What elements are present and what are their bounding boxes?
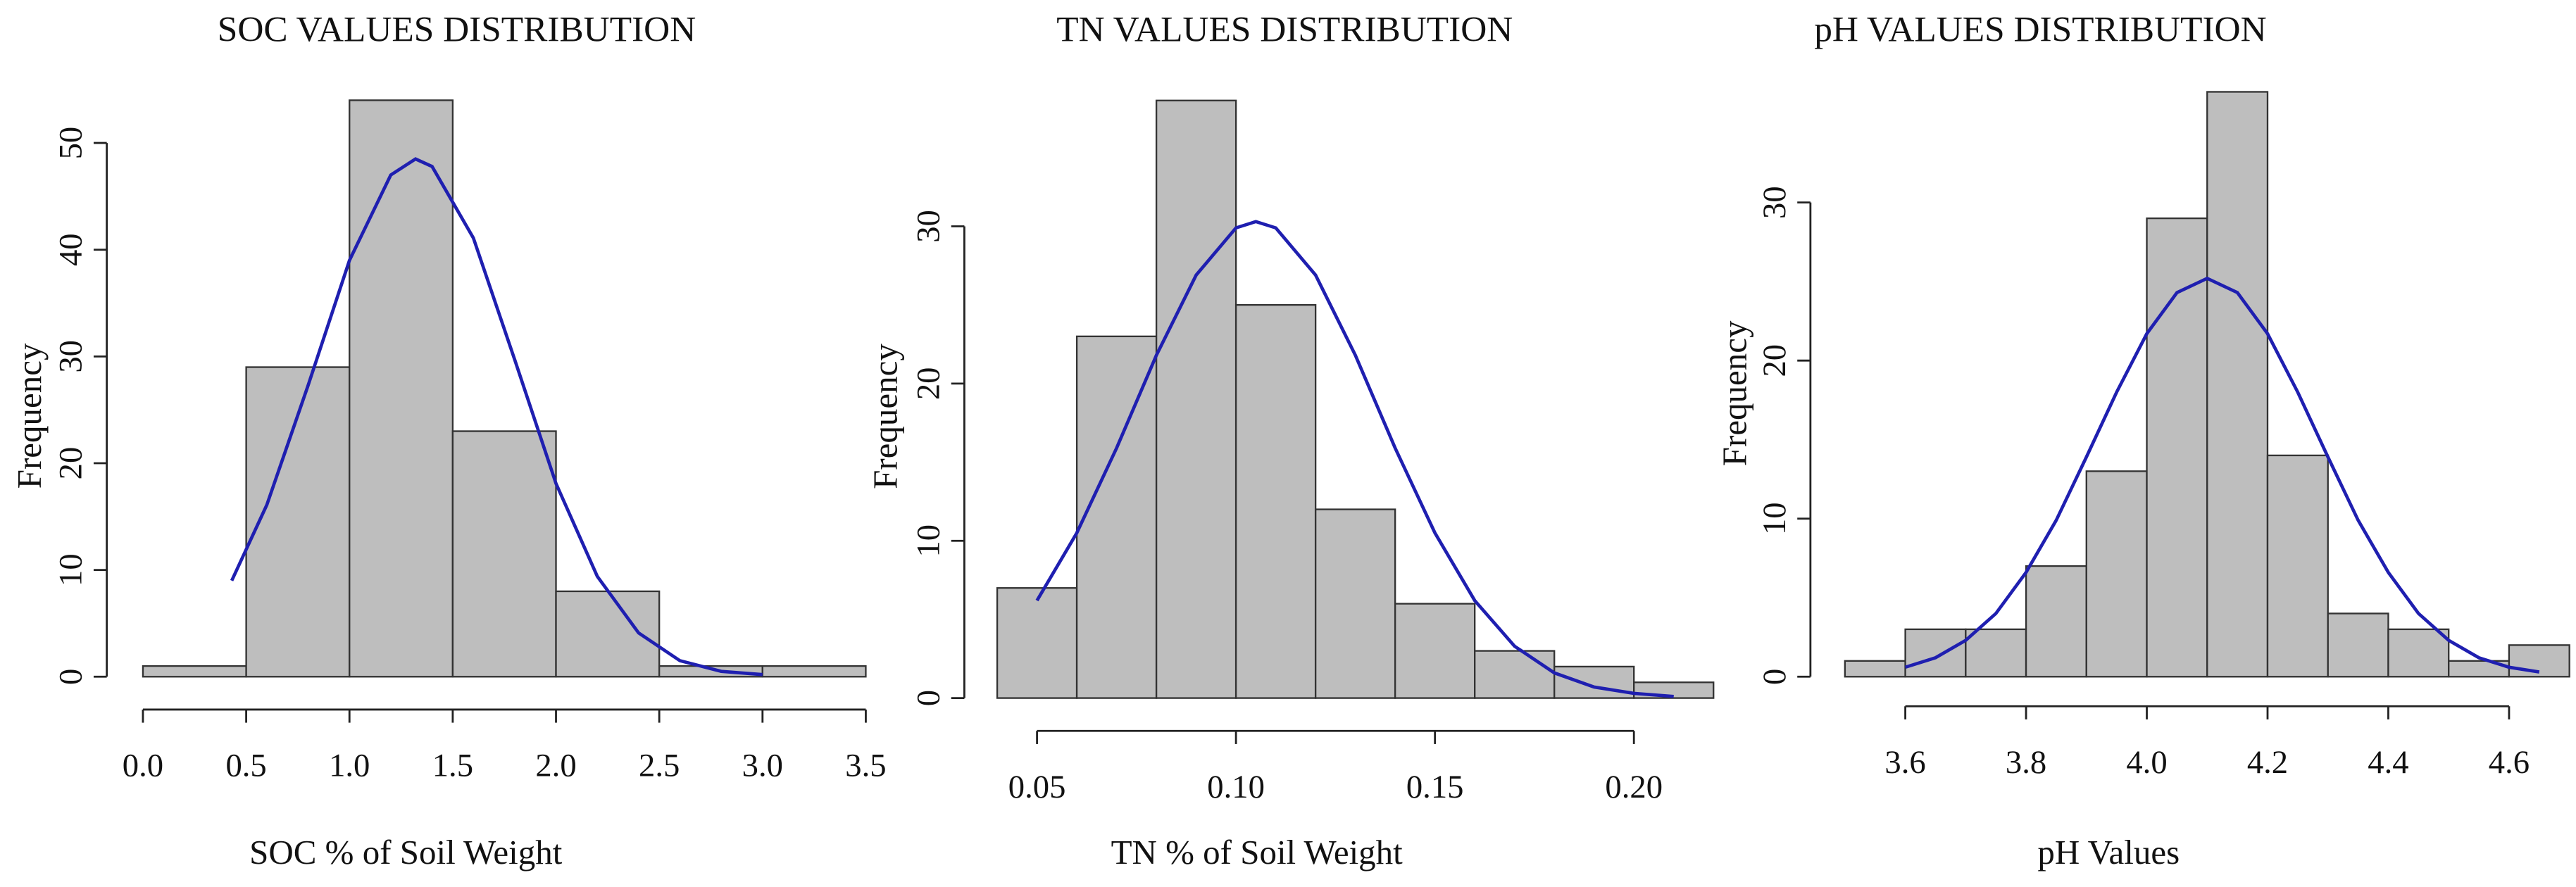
y-tick-label: 50: [53, 127, 89, 160]
y-axis-label: Frequency: [10, 343, 49, 489]
normal-curve: [230, 157, 763, 677]
bar: [2206, 91, 2269, 678]
bar: [2085, 470, 2148, 678]
x-tick-label: 3.0: [742, 748, 783, 784]
normal-curve: [1904, 276, 2540, 674]
y-tick-label: 10: [53, 553, 89, 586]
bar: [996, 587, 1078, 699]
bar: [1155, 99, 1237, 699]
bar: [2266, 454, 2329, 678]
y-tick-label: 0: [53, 669, 89, 685]
bar: [349, 99, 454, 678]
bar: [1474, 650, 1556, 699]
y-tick-label: 10: [910, 524, 946, 558]
y-tick-label: 0: [1756, 669, 1793, 685]
y-tick-label: 20: [1756, 344, 1793, 377]
x-tick-label: 4.6: [2489, 744, 2530, 781]
chart-title: TN VALUES DISTRIBUTION: [1056, 10, 1513, 50]
x-tick-label: 0.0: [123, 748, 163, 784]
bar: [2146, 217, 2208, 678]
y-tick-label: 40: [53, 233, 89, 266]
x-tick-label: 4.4: [2368, 744, 2408, 781]
bar: [1075, 335, 1158, 699]
chart-title: pH VALUES DISTRIBUTION: [1814, 10, 2266, 50]
x-tick-label: 0.05: [1008, 769, 1066, 805]
bar: [1965, 628, 2027, 678]
x-axis-label: SOC % of Soil Weight: [249, 833, 563, 872]
x-tick-label: 0.20: [1605, 769, 1663, 805]
x-tick-label: 3.5: [845, 748, 886, 784]
chart-title: SOC VALUES DISTRIBUTION: [218, 10, 696, 50]
bar: [142, 665, 247, 678]
x-axis-label: pH Values: [2037, 833, 2180, 872]
x-tick-label: 2.5: [639, 748, 680, 784]
bar: [1844, 660, 1906, 678]
x-tick-label: 4.0: [2126, 744, 2167, 781]
y-tick-label: 20: [53, 447, 89, 480]
bar: [1553, 665, 1635, 699]
bar: [761, 665, 867, 678]
y-tick-label: 20: [910, 367, 946, 401]
bar: [1234, 303, 1317, 699]
x-tick-label: 1.0: [329, 748, 370, 784]
y-tick-label: 30: [53, 340, 89, 373]
y-axis-label: Frequency: [1715, 320, 1753, 466]
y-tick-label: 30: [1756, 186, 1793, 219]
y-tick-label: 10: [1756, 502, 1793, 535]
x-tick-label: 0.5: [225, 748, 266, 784]
bar: [1394, 603, 1476, 699]
y-tick-label: 0: [910, 690, 946, 706]
bar: [555, 590, 661, 678]
x-tick-label: 3.8: [2006, 744, 2046, 781]
x-tick-label: 0.15: [1406, 769, 1464, 805]
normal-curve: [1035, 220, 1674, 698]
y-tick-label: 30: [910, 210, 946, 243]
x-tick-label: 0.10: [1207, 769, 1265, 805]
x-axis-label: TN % of Soil Weight: [1111, 833, 1403, 872]
x-tick-label: 1.5: [432, 748, 473, 784]
y-axis-label: Frequency: [865, 344, 904, 489]
bar: [2387, 628, 2450, 678]
bar: [1904, 628, 1967, 678]
bar: [451, 430, 557, 678]
x-tick-label: 2.0: [535, 748, 576, 784]
bar: [2327, 612, 2389, 678]
bar: [1314, 508, 1396, 699]
x-tick-label: 4.2: [2247, 744, 2288, 781]
x-tick-label: 3.6: [1884, 744, 1925, 781]
bar: [2025, 565, 2087, 678]
